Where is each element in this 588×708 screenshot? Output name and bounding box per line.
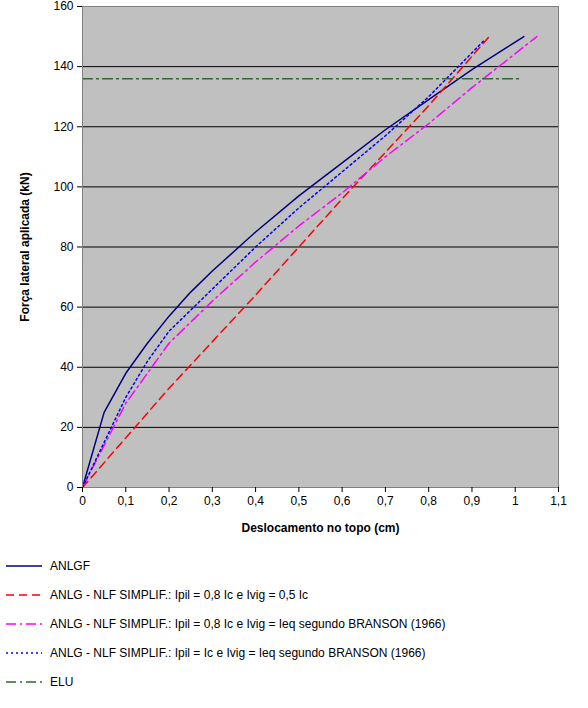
svg-text:60: 60 (60, 300, 74, 314)
svg-text:160: 160 (53, 0, 73, 13)
svg-text:0,9: 0,9 (464, 494, 481, 508)
svg-text:140: 140 (53, 59, 73, 73)
svg-text:1: 1 (512, 494, 519, 508)
svg-text:1,1: 1,1 (550, 494, 567, 508)
svg-text:40: 40 (60, 360, 74, 374)
html-text:ANLG - NLF SIMPLIF.: Ipil = Ic: ANLG - NLF SIMPLIF.: Ipil = Ic e Ivig = … (50, 645, 426, 660)
html-text:ELU: ELU (50, 674, 74, 689)
svg-text:0: 0 (79, 494, 86, 508)
svg-text:20: 20 (60, 420, 74, 434)
html-text:ANLG - NLF SIMPLIF.: Ipil = 0,: ANLG - NLF SIMPLIF.: Ipil = 0,8 Ic e Ivi… (50, 587, 309, 602)
svg-text:Deslocamento no topo (cm): Deslocamento no topo (cm) (241, 521, 399, 535)
svg-text:0,8: 0,8 (420, 494, 437, 508)
svg-text:100: 100 (53, 180, 73, 194)
svg-text:0,3: 0,3 (204, 494, 221, 508)
svg-text:0: 0 (67, 480, 74, 494)
html-text:ANLGF: ANLGF (50, 558, 90, 573)
svg-text:80: 80 (60, 240, 74, 254)
svg-text:0,1: 0,1 (117, 494, 134, 508)
svg-text:0,5: 0,5 (291, 494, 308, 508)
svg-text:Força lateral aplicada (kN): Força lateral aplicada (kN) (18, 172, 32, 321)
html-text:ANLG - NLF SIMPLIF.: Ipil = 0,: ANLG - NLF SIMPLIF.: Ipil = 0,8 Ic e Ivi… (50, 616, 446, 631)
svg-text:0,2: 0,2 (161, 494, 178, 508)
svg-text:0,6: 0,6 (334, 494, 351, 508)
svg-text:0,4: 0,4 (247, 494, 264, 508)
svg-text:0,7: 0,7 (377, 494, 394, 508)
svg-text:120: 120 (53, 120, 73, 134)
